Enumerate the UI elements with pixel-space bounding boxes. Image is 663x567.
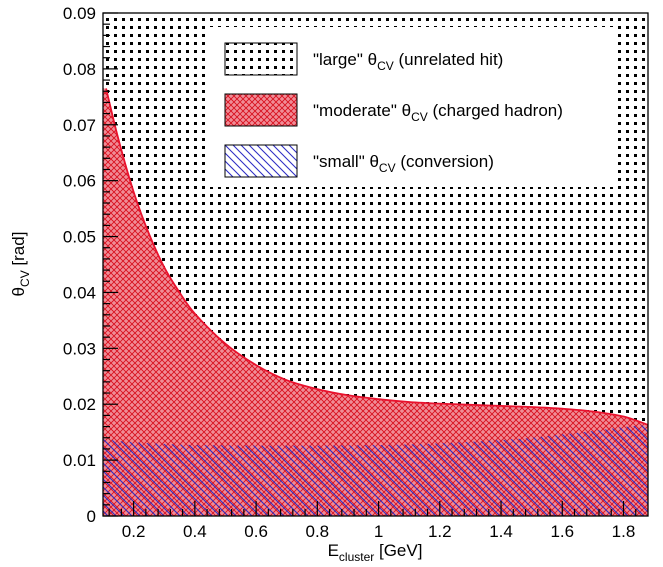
y-tick-label: 0.01	[63, 451, 96, 470]
moderate-region	[103, 88, 648, 516]
x-tick-label: 1.8	[612, 522, 636, 541]
moderate-boundary-line	[105, 88, 648, 426]
y-tick-label: 0	[87, 507, 96, 526]
x-tick-label: 0.8	[306, 522, 330, 541]
y-tick-label: 0.09	[63, 4, 96, 23]
x-tick-label: 0.6	[244, 522, 268, 541]
x-tick-label: 1.4	[489, 522, 513, 541]
y-tick-label: 0.02	[63, 395, 96, 414]
x-axis: 0.2 0.4 0.6 0.8 1 1.2 1.4 1.6 1.8	[108, 501, 637, 541]
y-tick-label: 0.05	[63, 228, 96, 247]
y-tick-label: 0.06	[63, 172, 96, 191]
small-region	[103, 424, 648, 516]
y-tick-label: 0.03	[63, 339, 96, 358]
x-tick-label: 1	[374, 522, 383, 541]
y-tick-label: 0.08	[63, 60, 96, 79]
x-tick-label: 0.2	[122, 522, 146, 541]
plot-frame	[102, 12, 649, 517]
y-tick-label: 0.07	[63, 116, 96, 135]
legend-swatch-moderate	[224, 93, 298, 127]
legend-swatch-large	[224, 42, 298, 76]
y-axis: 0 0.01 0.02 0.03 0.04 0.05 0.06 0.07 0.08 0.09	[63, 4, 118, 526]
x-tick-label: 1.2	[428, 522, 452, 541]
legend-label-moderate: "moderate" θCV (charged hadron)	[313, 101, 563, 124]
legend-label-large: "large" θCV (unrelated hit)	[313, 50, 503, 73]
x-axis-title: Ecluster [GeV]	[328, 541, 423, 564]
y-axis-title: θCV [rad]	[9, 232, 32, 297]
y-tick-label: 0.04	[63, 283, 96, 302]
legend-swatch-small	[224, 144, 298, 178]
legend: "large" θCV (unrelated hit) "moderate" θ…	[208, 27, 615, 187]
x-tick-label: 1.6	[550, 522, 574, 541]
legend-label-small: "small" θCV (conversion)	[313, 152, 494, 175]
x-tick-label: 0.4	[183, 522, 207, 541]
